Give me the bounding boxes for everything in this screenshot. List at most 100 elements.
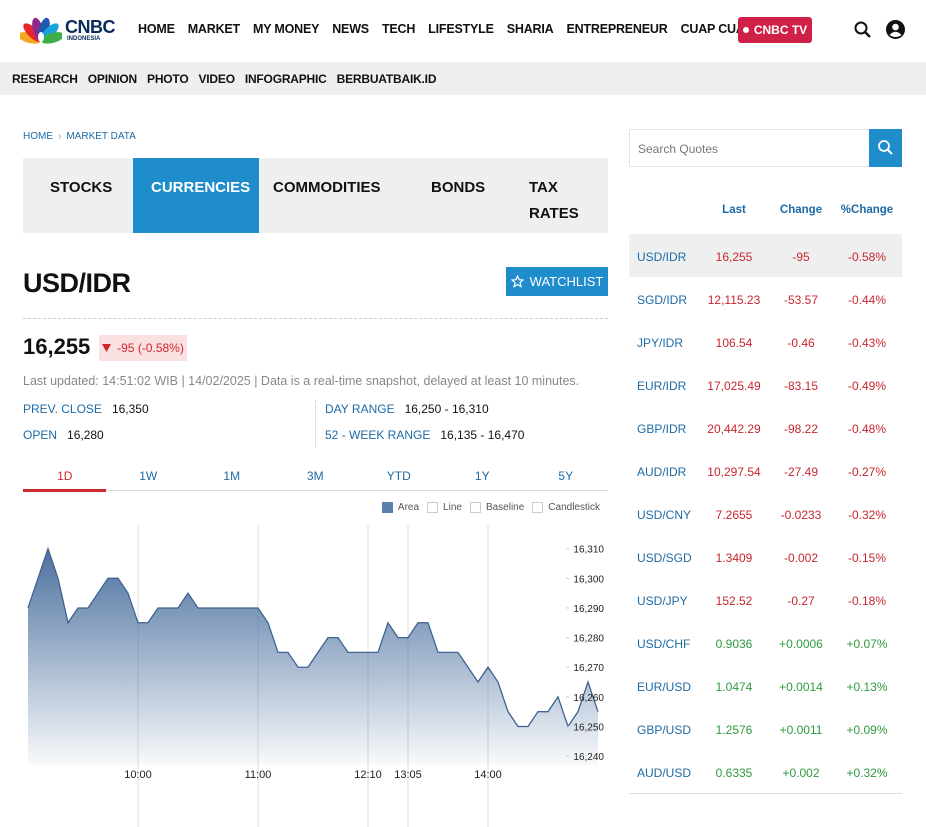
nav-item[interactable]: ENTREPRENEUR [566, 22, 668, 36]
quote-cell: +0.32% [846, 766, 888, 780]
quote-row[interactable]: USD/CNY 7.2655 -0.0233 -0.32% [629, 492, 902, 535]
quote-cell: 152.52 [715, 594, 753, 608]
nav-item[interactable]: HOME [138, 22, 175, 36]
chart-type-option[interactable]: Area [381, 502, 420, 513]
quote-row[interactable]: USD/SGD 1.3409 -0.002 -0.15% [629, 535, 902, 578]
search-button-icon [878, 140, 893, 155]
tv-button[interactable]: CNBC TV [738, 17, 812, 43]
quote-row[interactable]: SGD/IDR 12,115.23 -53.57 -0.44% [629, 277, 902, 320]
quote-cell: 7.2655 [715, 508, 753, 522]
quote-cell: -0.27% [847, 465, 887, 479]
search-input[interactable]: Search Quotes [629, 129, 870, 167]
period-tab[interactable]: 3M [306, 469, 324, 483]
search-button[interactable] [869, 129, 902, 167]
chart-type-label: Area [397, 502, 420, 513]
market-tab[interactable]: CURRENCIES [133, 158, 259, 233]
quote-row[interactable]: JPY/IDR 106.54 -0.46 -0.43% [629, 320, 902, 363]
quote-cell: +0.0014 [779, 680, 823, 694]
market-tab[interactable]: COMMODITIES [273, 179, 381, 196]
period-tab[interactable]: 1W [139, 469, 158, 483]
period-tab[interactable]: YTD [386, 469, 411, 483]
nav-item[interactable]: MY MONEY [252, 22, 320, 36]
y-tick-label: 16,290 [573, 604, 604, 615]
quote-cell: +0.0011 [779, 723, 823, 737]
nav-item[interactable]: MARKET [187, 22, 240, 36]
chart-type-option[interactable]: Candlestick [532, 502, 600, 513]
quote-pair: AUD/IDR [637, 465, 687, 479]
x-tick-label: 10:00 [124, 769, 152, 781]
quote-row[interactable]: GBP/USD 1.2576 +0.0011 +0.09% [629, 707, 902, 750]
quotes-column-header: Last [722, 204, 746, 216]
sub-nav-bar: RESEARCH OPINION PHOTO VIDEO INFOGRAPHIC BERB… [0, 62, 926, 95]
breadcrumb: HOME › MARKET DATA [23, 131, 136, 142]
quote-cell: -0.32% [847, 508, 887, 522]
quote-cell: -0.46 [787, 336, 815, 350]
quote-cell: 1.0474 [715, 680, 753, 694]
nav-item[interactable]: LIFESTYLE [428, 22, 494, 36]
y-tick-label: 16,250 [573, 722, 604, 733]
chart-type-option[interactable]: Line [427, 502, 462, 513]
logo-icon [20, 17, 62, 44]
quote-row[interactable]: GBP/IDR 20,442.29 -98.22 -0.48% [629, 406, 902, 449]
quote-pair: GBP/IDR [637, 422, 687, 436]
logo-subtext: INDONESIA [67, 36, 101, 42]
quote-row[interactable]: AUD/USD 0.6335 +0.002 +0.32% [629, 750, 902, 793]
period-tab[interactable]: 5Y [558, 469, 574, 483]
sub-nav-item[interactable]: VIDEO [198, 72, 235, 86]
quote-price: 16,255 [23, 334, 91, 359]
period-active-line [23, 489, 106, 492]
chart-type-label: Candlestick [548, 502, 600, 513]
period-tab[interactable]: 1D [57, 469, 73, 483]
sub-nav-item[interactable]: INFOGRAPHIC [244, 72, 327, 86]
quote-cell: -27.49 [783, 465, 819, 479]
x-tick-label: 11:00 [245, 769, 272, 781]
chart-type-box [532, 502, 544, 513]
user-icon[interactable] [885, 19, 906, 40]
quote-row[interactable]: AUD/IDR 10,297.54 -27.49 -0.27% [629, 449, 902, 492]
watchlist-button[interactable]: WATCHLIST [506, 267, 608, 296]
search-icon[interactable] [853, 20, 873, 40]
watchlist-label: WATCHLIST [529, 274, 604, 289]
chart-type-option[interactable]: Baseline [469, 502, 524, 513]
breadcrumb-item[interactable]: MARKET DATA [66, 131, 136, 142]
x-tick-label: 12:10 [354, 769, 382, 781]
quote-cell: 0.6335 [715, 766, 753, 780]
chart-type-box [427, 502, 439, 513]
quote-cell: +0.13% [846, 680, 888, 694]
sub-nav-item[interactable]: BERBUATBAIK.ID [336, 72, 437, 86]
price-chart: 10:00 11:00 12:10 13:05 14:00 16,240 16,250 16,… [27, 525, 604, 827]
sub-nav-item[interactable]: PHOTO [147, 72, 189, 86]
period-tab[interactable]: 1Y [474, 469, 490, 483]
quote-pair: USD/CNY [637, 508, 692, 522]
quote-cell: -0.43% [847, 336, 887, 350]
quote-row[interactable]: EUR/USD 1.0474 +0.0014 +0.13% [629, 664, 902, 707]
quotes-column-header: %Change [840, 204, 894, 216]
stat-value: 16,135 - 16,470 [440, 428, 525, 442]
nav-item[interactable]: NEWS [332, 22, 369, 36]
logo-text: CNBC [65, 17, 116, 37]
quote-cell: 0.9036 [715, 637, 753, 651]
quote-stat: 52 - WEEK RANGE 16,135 - 16,470 [325, 428, 524, 442]
quote-row[interactable]: USD/IDR 16,255 -95 -0.58% [629, 234, 902, 277]
nav-item[interactable]: TECH [381, 22, 416, 36]
nav-item[interactable]: SHARIA [506, 22, 554, 36]
chart-type-label: Line [443, 502, 462, 513]
quote-cell: -0.002 [783, 551, 819, 565]
quote-row[interactable]: USD/CHF 0.9036 +0.0006 +0.07% [629, 621, 902, 664]
quote-cell: 16,255 [715, 250, 753, 264]
sub-nav-item[interactable]: OPINION [87, 72, 138, 86]
quote-pair: SGD/IDR [637, 293, 688, 307]
quote-row[interactable]: EUR/IDR 17,025.49 -83.15 -0.49% [629, 363, 902, 406]
quote-pair: GBP/USD [637, 723, 692, 737]
breadcrumb-item[interactable]: HOME [23, 131, 53, 142]
quotes-column-header: Change [779, 204, 823, 216]
market-tab[interactable]: BONDS [431, 179, 486, 196]
market-tab[interactable]: STOCKS [50, 179, 113, 196]
y-tick-label: 16,280 [573, 634, 604, 645]
quote-row[interactable]: USD/JPY 152.52 -0.27 -0.18% [629, 578, 902, 621]
sub-nav-item[interactable]: RESEARCH [12, 72, 78, 86]
market-tab[interactable]: TAX RATES [529, 179, 579, 222]
period-tab[interactable]: 1M [223, 469, 241, 483]
quote-pair: EUR/IDR [637, 379, 687, 393]
